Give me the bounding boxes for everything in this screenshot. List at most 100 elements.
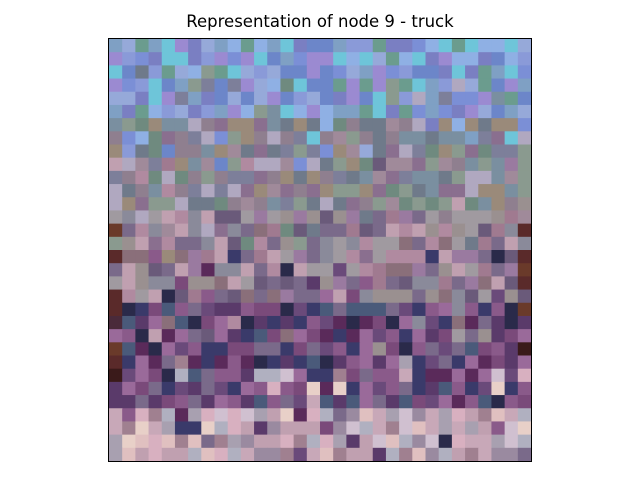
pixel-cell xyxy=(412,434,427,449)
pixel-cell xyxy=(254,263,268,277)
pixel-cell xyxy=(346,342,361,357)
pixel-cell xyxy=(227,329,242,343)
pixel-cell xyxy=(267,408,282,423)
pixel-cell xyxy=(372,170,387,185)
pixel-cell xyxy=(320,381,334,396)
pixel-cell xyxy=(438,91,453,106)
pixel-cell xyxy=(425,408,440,423)
plot-title: Representation of node 9 - truck xyxy=(186,12,454,31)
pixel-cell xyxy=(451,342,466,357)
pixel-cell xyxy=(478,408,493,423)
pixel-cell xyxy=(465,39,479,53)
pixel-cell xyxy=(293,78,308,93)
pixel-cell xyxy=(174,65,189,80)
pixel-cell xyxy=(306,289,321,304)
pixel-cell xyxy=(399,381,413,396)
pixel-cell xyxy=(188,104,202,119)
pixel-cell xyxy=(412,65,427,80)
pixel-cell xyxy=(240,236,255,251)
pixel-cell xyxy=(109,118,123,132)
pixel-cell xyxy=(214,131,229,146)
pixel-cell xyxy=(135,39,150,53)
pixel-cell xyxy=(425,223,440,238)
pixel-cell xyxy=(227,184,242,198)
pixel-cell xyxy=(425,91,440,106)
pixel-cell xyxy=(109,157,123,172)
pixel-cell xyxy=(188,315,202,330)
pixel-cell xyxy=(425,421,440,436)
pixel-cell xyxy=(491,210,506,225)
pixel-cell xyxy=(122,144,136,159)
pixel-cell xyxy=(240,78,255,93)
pixel-cell xyxy=(372,223,387,238)
pixel-cell xyxy=(504,236,519,251)
pixel-cell xyxy=(135,184,150,198)
pixel-cell xyxy=(254,434,268,449)
pixel-cell xyxy=(214,118,229,132)
pixel-cell xyxy=(267,447,282,461)
pixel-cell xyxy=(254,276,268,291)
pixel-cell xyxy=(504,381,519,396)
pixel-cell xyxy=(109,408,123,423)
pixel-cell xyxy=(214,210,229,225)
pixel-cell xyxy=(122,223,136,238)
pixel-cell xyxy=(214,65,229,80)
pixel-cell xyxy=(254,408,268,423)
pixel-cell xyxy=(293,289,308,304)
pixel-cell xyxy=(385,131,400,146)
pixel-cell xyxy=(517,157,531,172)
pixel-cell xyxy=(293,184,308,198)
pixel-cell xyxy=(109,223,123,238)
pixel-cell xyxy=(201,184,216,198)
pixel-cell xyxy=(412,355,427,370)
pixel-cell xyxy=(412,223,427,238)
pixel-cell xyxy=(359,302,374,317)
pixel-cell xyxy=(280,78,295,93)
pixel-cell xyxy=(122,434,136,449)
pixel-cell xyxy=(227,276,242,291)
pixel-cell xyxy=(174,91,189,106)
pixel-cell xyxy=(517,52,531,66)
pixel-cell xyxy=(280,276,295,291)
pixel-cell xyxy=(161,157,176,172)
pixel-cell xyxy=(320,355,334,370)
pixel-cell xyxy=(267,104,282,119)
pixel-cell xyxy=(333,78,347,93)
pixel-cell xyxy=(491,289,506,304)
pixel-cell xyxy=(451,184,466,198)
pixel-cell xyxy=(122,302,136,317)
pixel-cell xyxy=(320,315,334,330)
pixel-cell xyxy=(438,197,453,212)
pixel-cell xyxy=(465,236,479,251)
pixel-cell xyxy=(135,447,150,461)
pixel-cell xyxy=(214,302,229,317)
pixel-cell xyxy=(161,276,176,291)
pixel-cell xyxy=(109,184,123,198)
pixel-cell xyxy=(504,368,519,383)
pixel-cell xyxy=(399,434,413,449)
pixel-cell xyxy=(346,170,361,185)
pixel-cell xyxy=(517,223,531,238)
pixel-cell xyxy=(451,276,466,291)
pixel-cell xyxy=(201,302,216,317)
pixel-cell xyxy=(201,329,216,343)
pixel-cell xyxy=(161,289,176,304)
pixel-cell xyxy=(438,276,453,291)
pixel-cell xyxy=(254,342,268,357)
pixel-cell xyxy=(504,131,519,146)
pixel-cell xyxy=(465,302,479,317)
pixel-cell xyxy=(280,65,295,80)
pixel-cell xyxy=(254,210,268,225)
pixel-cell xyxy=(240,157,255,172)
pixel-cell xyxy=(293,52,308,66)
pixel-cell xyxy=(214,52,229,66)
pixel-cell xyxy=(372,184,387,198)
pixel-cell xyxy=(254,118,268,132)
pixel-cell xyxy=(372,52,387,66)
pixel-cell xyxy=(478,144,493,159)
pixel-cell xyxy=(188,250,202,264)
pixel-cell xyxy=(412,447,427,461)
pixel-cell xyxy=(333,342,347,357)
pixel-cell xyxy=(359,276,374,291)
pixel-cell xyxy=(333,263,347,277)
